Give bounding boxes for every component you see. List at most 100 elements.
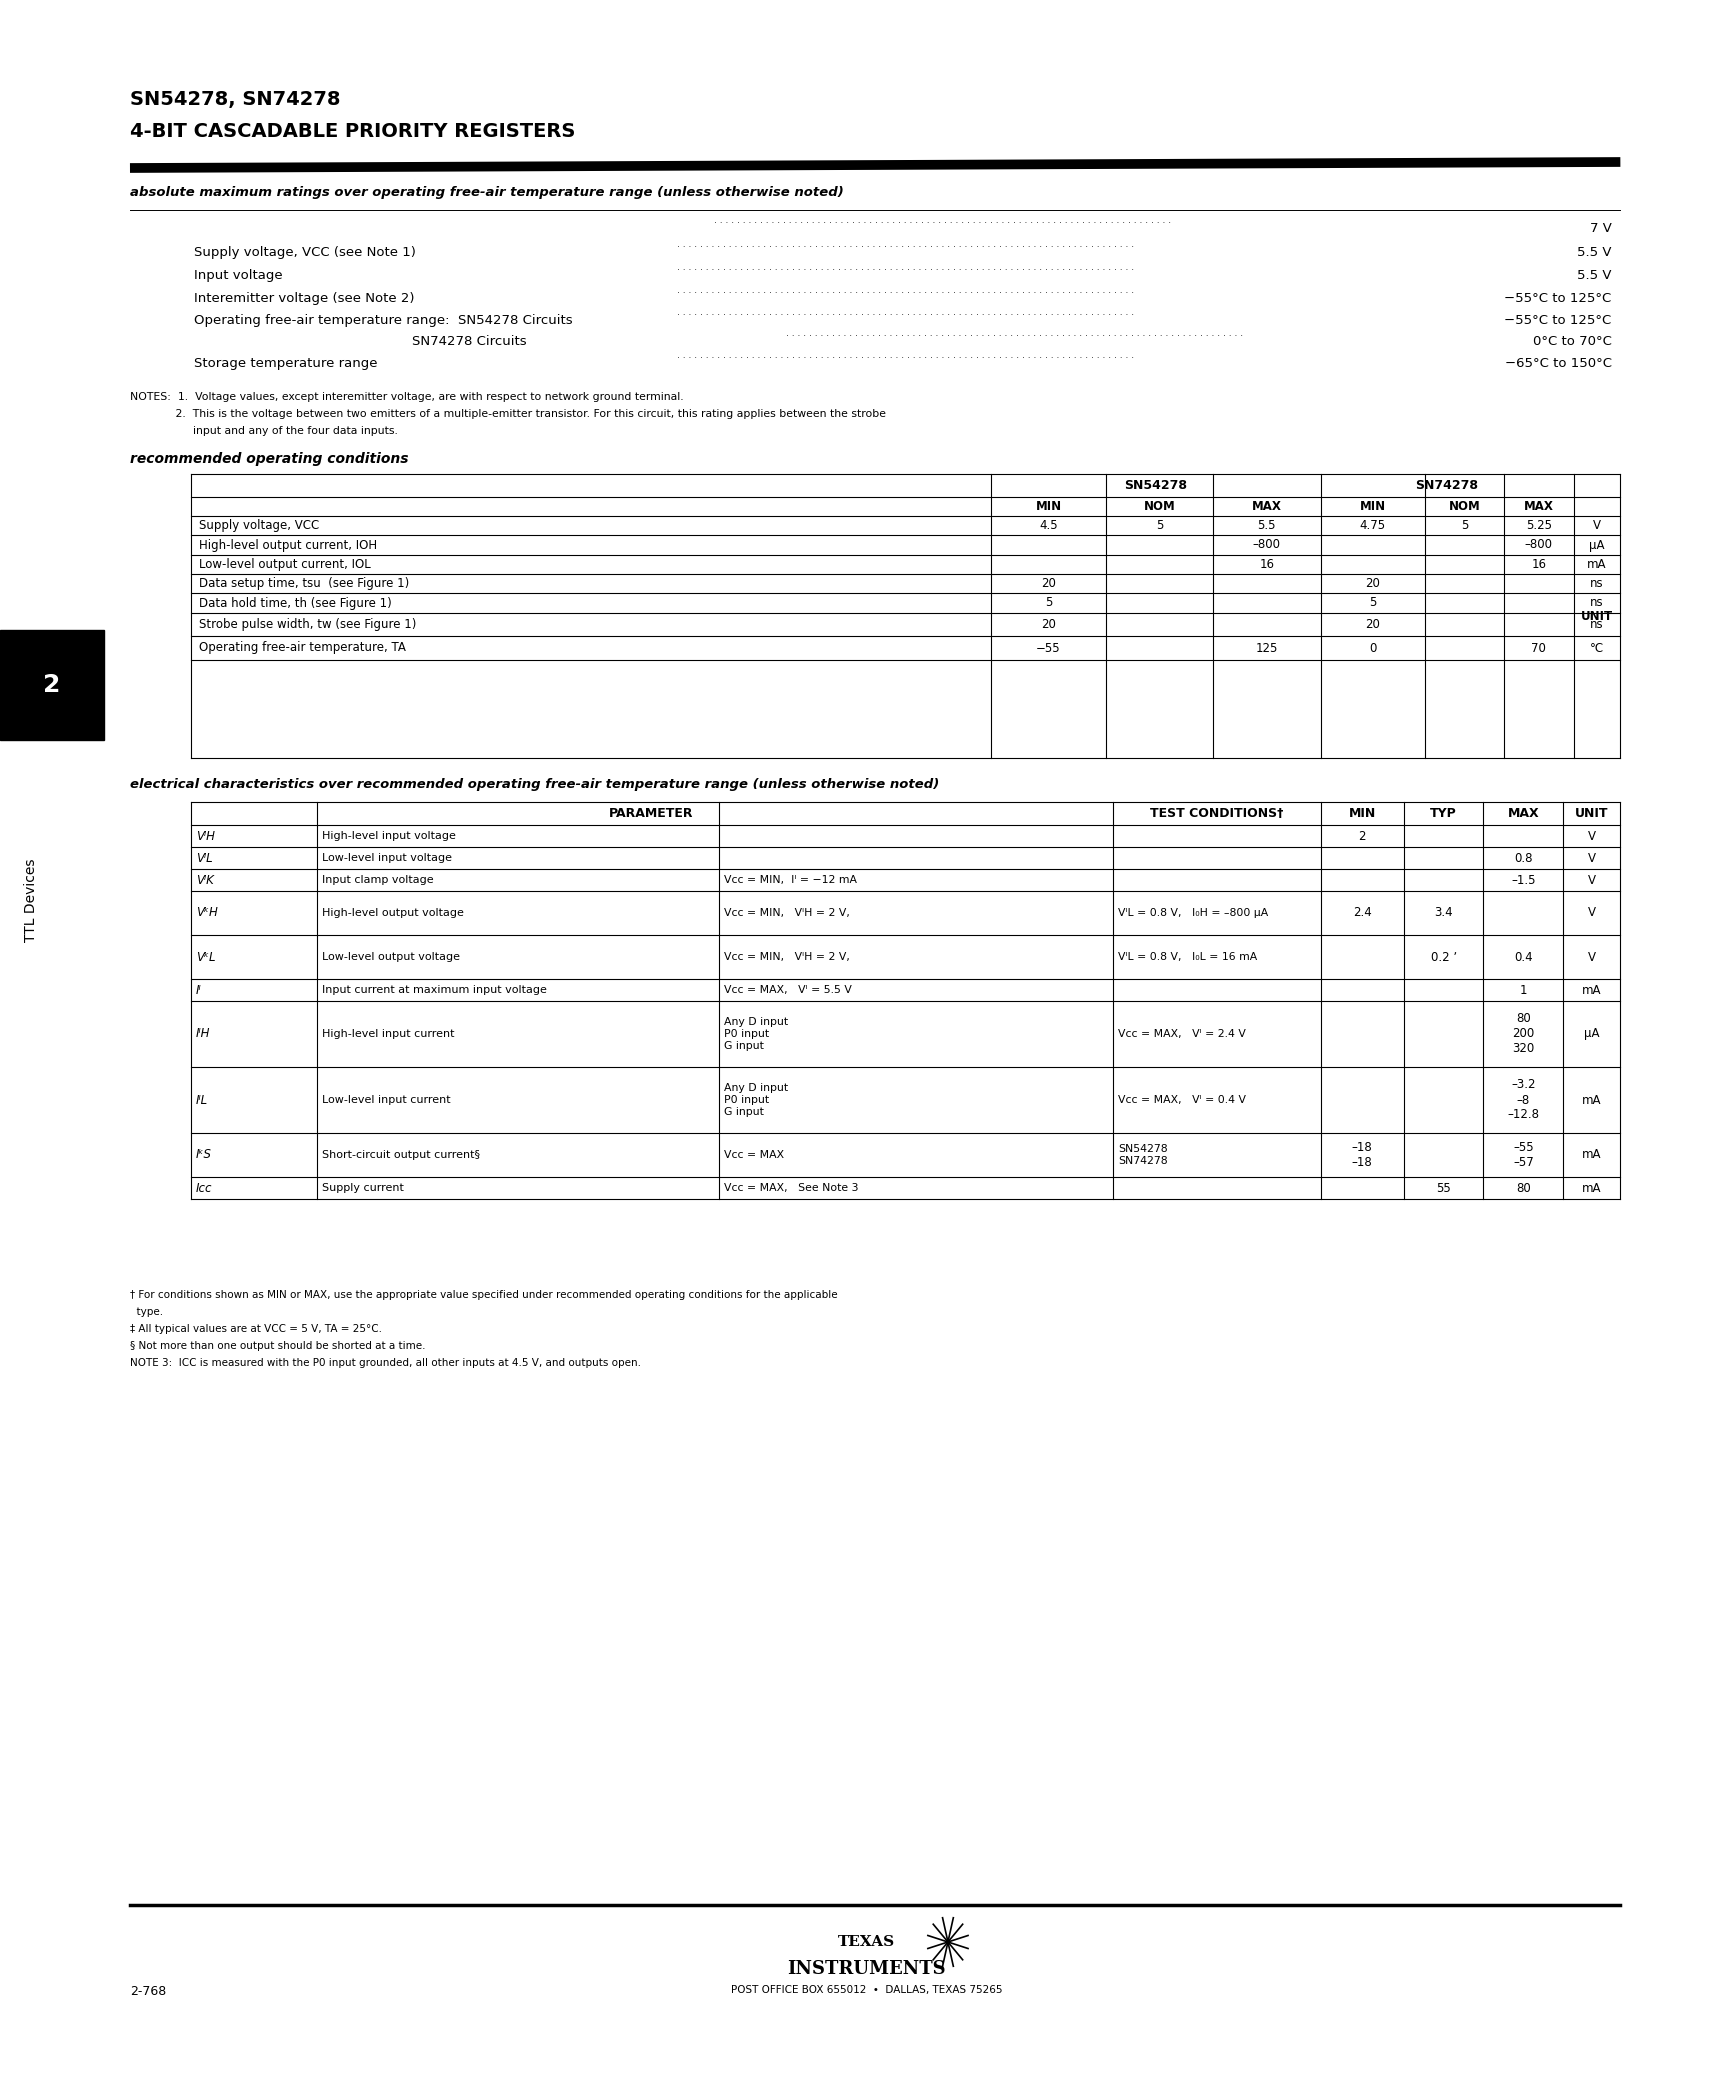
Text: –800: –800: [1524, 538, 1552, 550]
Text: 2-768: 2-768: [130, 1984, 166, 1999]
Text: V: V: [1587, 950, 1595, 963]
Text: Operating free-air temperature range:  SN54278 Circuits: Operating free-air temperature range: SN…: [194, 314, 572, 327]
Text: electrical characteristics over recommended operating free-air temperature range: electrical characteristics over recommen…: [130, 779, 939, 791]
Text: 0.2 ʼ: 0.2 ʼ: [1429, 950, 1457, 963]
Text: Supply current: Supply current: [322, 1183, 404, 1193]
Text: TTL Devices: TTL Devices: [24, 858, 38, 942]
Text: Low-level output current, IOL: Low-level output current, IOL: [199, 559, 371, 571]
Text: 4.5: 4.5: [1039, 519, 1057, 532]
Text: Any D input
P0 input
G input: Any D input P0 input G input: [724, 1017, 788, 1051]
Text: MAX: MAX: [1251, 500, 1282, 513]
Text: TEXAS: TEXAS: [838, 1936, 894, 1949]
Text: input and any of the four data inputs.: input and any of the four data inputs.: [130, 427, 398, 435]
Text: NOTES:  1.  Voltage values, except interemitter voltage, are with respect to net: NOTES: 1. Voltage values, except interem…: [130, 391, 682, 402]
Text: High-level input current: High-level input current: [322, 1030, 454, 1038]
Text: absolute maximum ratings over operating free-air temperature range (unless other: absolute maximum ratings over operating …: [130, 186, 843, 199]
Text: 16: 16: [1531, 559, 1545, 571]
Text: 0.8: 0.8: [1514, 852, 1531, 864]
FancyBboxPatch shape: [0, 630, 104, 741]
Text: 5.5: 5.5: [1257, 519, 1275, 532]
Text: 1: 1: [1519, 984, 1526, 996]
Text: 80
200
320: 80 200 320: [1512, 1013, 1533, 1055]
Text: V: V: [1587, 873, 1595, 887]
Text: 2: 2: [43, 674, 61, 697]
Text: Input clamp voltage: Input clamp voltage: [322, 875, 433, 885]
Text: Input voltage: Input voltage: [194, 270, 282, 283]
Text: 5.5 V: 5.5 V: [1576, 247, 1611, 260]
Text: MIN: MIN: [1034, 500, 1062, 513]
Text: Operating free-air temperature, TA: Operating free-air temperature, TA: [199, 640, 405, 655]
Text: Storage temperature range: Storage temperature range: [194, 358, 378, 370]
Text: ns: ns: [1590, 578, 1602, 590]
Text: Vᴄᴄ = MAX,   Vᴵ = 0.4 V: Vᴄᴄ = MAX, Vᴵ = 0.4 V: [1117, 1095, 1245, 1105]
Text: 5.25: 5.25: [1524, 519, 1552, 532]
Text: Vᴄᴄ = MIN,  Iᴵ = −12 mA: Vᴄᴄ = MIN, Iᴵ = −12 mA: [724, 875, 857, 885]
Text: POST OFFICE BOX 655012  •  DALLAS, TEXAS 75265: POST OFFICE BOX 655012 • DALLAS, TEXAS 7…: [731, 1984, 1001, 1995]
Text: SN54278, SN74278: SN54278, SN74278: [130, 90, 339, 109]
Text: 2.  This is the voltage between two emitters of a multiple-emitter transistor. F: 2. This is the voltage between two emitt…: [130, 408, 885, 419]
Text: ns: ns: [1590, 597, 1602, 609]
Text: Vᴄᴄ = MIN,   VᴵH = 2 V,: Vᴄᴄ = MIN, VᴵH = 2 V,: [724, 952, 850, 963]
Text: 4-BIT CASCADABLE PRIORITY REGISTERS: 4-BIT CASCADABLE PRIORITY REGISTERS: [130, 121, 575, 140]
Text: TYP: TYP: [1429, 808, 1457, 820]
Text: −55°C to 125°C: −55°C to 125°C: [1503, 293, 1611, 306]
Text: 0°C to 70°C: 0°C to 70°C: [1531, 335, 1611, 347]
Text: NOM: NOM: [1143, 500, 1174, 513]
Text: VᵏL: VᵏL: [196, 950, 215, 963]
Text: V: V: [1587, 852, 1595, 864]
Text: 20: 20: [1041, 617, 1055, 630]
Text: Supply voltage, VCC: Supply voltage, VCC: [199, 519, 319, 532]
Text: NOTE 3:  ICC is measured with the P0 input grounded, all other inputs at 4.5 V, : NOTE 3: ICC is measured with the P0 inpu…: [130, 1358, 641, 1369]
Text: NOM: NOM: [1448, 500, 1479, 513]
Text: mA: mA: [1581, 1093, 1600, 1107]
Text: 0: 0: [1368, 640, 1375, 655]
Text: 5: 5: [1044, 597, 1051, 609]
Text: Any D input
P0 input
G input: Any D input P0 input G input: [724, 1084, 788, 1116]
Text: 4.75: 4.75: [1358, 519, 1386, 532]
Text: Data hold time, th (see Figure 1): Data hold time, th (see Figure 1): [199, 597, 391, 609]
Text: Low-level input current: Low-level input current: [322, 1095, 450, 1105]
Text: mA: mA: [1581, 1149, 1600, 1162]
Text: INSTRUMENTS: INSTRUMENTS: [786, 1959, 946, 1978]
Text: Strobe pulse width, tw (see Figure 1): Strobe pulse width, tw (see Figure 1): [199, 617, 416, 630]
Text: SN74278 Circuits: SN74278 Circuits: [412, 335, 527, 347]
Text: VᴵK: VᴵK: [196, 873, 213, 887]
Text: 20: 20: [1365, 578, 1379, 590]
Text: 2: 2: [1358, 829, 1365, 843]
Text: 70: 70: [1531, 640, 1545, 655]
Text: 2.4: 2.4: [1353, 906, 1370, 919]
Text: 7 V: 7 V: [1588, 222, 1611, 234]
Text: 80: 80: [1516, 1183, 1529, 1195]
Text: type.: type.: [130, 1306, 163, 1316]
Text: V: V: [1592, 519, 1600, 532]
Text: IᵏS: IᵏS: [196, 1149, 211, 1162]
Text: High-level output voltage: High-level output voltage: [322, 908, 464, 919]
Text: 3.4: 3.4: [1434, 906, 1451, 919]
Text: μA: μA: [1583, 1028, 1599, 1040]
Text: High-level input voltage: High-level input voltage: [322, 831, 456, 841]
Text: mA: mA: [1581, 1183, 1600, 1195]
Text: § Not more than one output should be shorted at a time.: § Not more than one output should be sho…: [130, 1342, 426, 1350]
Text: V: V: [1587, 906, 1595, 919]
Text: Vᴄᴄ = MAX: Vᴄᴄ = MAX: [724, 1149, 785, 1160]
Text: IᴵL: IᴵL: [196, 1093, 208, 1107]
Text: –1.5: –1.5: [1510, 873, 1535, 887]
Text: Vᴄᴄ = MAX,   Vᴵ = 2.4 V: Vᴄᴄ = MAX, Vᴵ = 2.4 V: [1117, 1030, 1245, 1038]
Text: Supply voltage, VCC (see Note 1): Supply voltage, VCC (see Note 1): [194, 247, 416, 260]
Text: mA: mA: [1587, 559, 1606, 571]
Text: 5: 5: [1155, 519, 1162, 532]
Text: −55°C to 125°C: −55°C to 125°C: [1503, 314, 1611, 327]
Text: . . . . . . . . . . . . . . . . . . . . . . . . . . . . . . . . . . . . . . . . : . . . . . . . . . . . . . . . . . . . . …: [714, 216, 1174, 224]
Text: −55: −55: [1036, 640, 1060, 655]
Text: 20: 20: [1365, 617, 1379, 630]
Text: MIN: MIN: [1358, 500, 1386, 513]
Text: recommended operating conditions: recommended operating conditions: [130, 452, 409, 467]
Text: . . . . . . . . . . . . . . . . . . . . . . . . . . . . . . . . . . . . . . . . : . . . . . . . . . . . . . . . . . . . . …: [677, 352, 1136, 360]
Text: SN74278: SN74278: [1415, 479, 1477, 492]
Text: Short-circuit output current§: Short-circuit output current§: [322, 1149, 480, 1160]
Text: MAX: MAX: [1522, 500, 1554, 513]
Text: Low-level output voltage: Low-level output voltage: [322, 952, 461, 963]
Text: Input current at maximum input voltage: Input current at maximum input voltage: [322, 986, 547, 994]
Text: μA: μA: [1588, 538, 1604, 550]
Text: UNIT: UNIT: [1574, 808, 1607, 820]
